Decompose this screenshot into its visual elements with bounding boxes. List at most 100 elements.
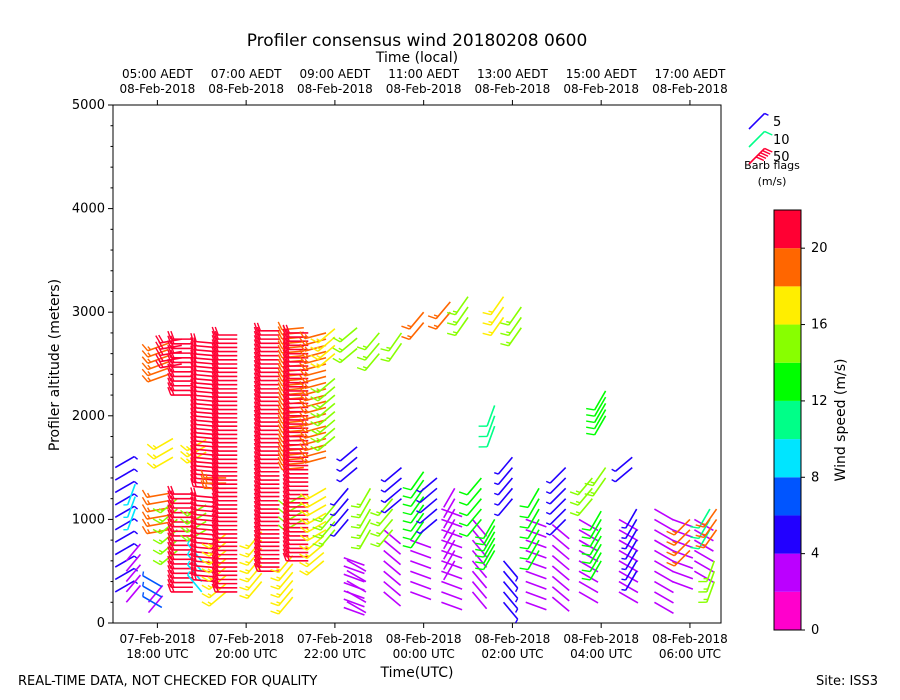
wind-barb-feather-0 xyxy=(180,534,188,542)
wind-barb-feather-0 xyxy=(253,384,259,394)
wind-barb-feather-1 xyxy=(305,536,311,540)
wind-barb xyxy=(586,390,607,411)
wind-barb xyxy=(441,591,463,601)
top-tick-label-date: 08-Feb-2018 xyxy=(208,82,284,96)
wind-barb-feather-0 xyxy=(190,337,194,346)
wind-barb xyxy=(310,377,336,394)
wind-barb xyxy=(312,504,336,523)
wind-barb-staff xyxy=(114,468,135,481)
wind-barb-feather-1 xyxy=(147,370,152,376)
wind-barb-feather-0 xyxy=(402,544,412,549)
y-axis-label: Profiler altitude (meters) xyxy=(47,279,63,451)
wind-barb-feather-0 xyxy=(299,430,306,439)
x-tick-label-date: 08-Feb-2018 xyxy=(475,632,551,646)
top-tick-label-time: 05:00 AEDT xyxy=(122,67,193,81)
wind-barb-staff xyxy=(193,406,216,411)
wind-barb-staff xyxy=(304,456,327,464)
wind-barb-feather-1 xyxy=(672,551,677,555)
wind-barb-feather-0 xyxy=(458,522,468,527)
wind-barb-feather-1 xyxy=(376,521,381,525)
wind-barb-staff xyxy=(466,518,482,537)
wind-barb-feather-1 xyxy=(304,377,309,382)
wind-barb-feather-1 xyxy=(304,414,309,420)
wind-barb-staff xyxy=(654,560,674,573)
wind-barb-staff xyxy=(578,570,599,583)
wind-barb-feather-0 xyxy=(380,348,390,352)
wind-barb-feather-0 xyxy=(299,570,308,576)
wind-barb-staff xyxy=(364,353,380,372)
wind-barb-feather-0 xyxy=(211,364,216,373)
colorbar-bin xyxy=(774,286,801,325)
wind-barb-feather-0 xyxy=(211,525,216,535)
wind-barb-staff xyxy=(624,519,638,539)
wind-barb-feather-0 xyxy=(141,343,149,352)
wind-barb-staff xyxy=(193,390,216,394)
wind-barb-staff xyxy=(317,336,336,352)
wind-barb-staff xyxy=(525,601,547,611)
wind-barb xyxy=(698,560,716,583)
wind-barb-staff xyxy=(551,544,570,561)
wind-barb xyxy=(125,543,142,562)
wind-barb-feather-0 xyxy=(190,496,194,506)
wind-barb-staff xyxy=(153,456,174,469)
wind-barb-feather-1 xyxy=(376,511,381,514)
wind-barb xyxy=(502,570,519,593)
wind-barb-feather-0 xyxy=(336,479,341,483)
wind-barb-staff xyxy=(383,570,402,586)
wind-barb xyxy=(410,549,432,559)
wind-barb-staff xyxy=(306,487,327,501)
wind-barb-staff xyxy=(304,344,327,352)
wind-barb-feather-0 xyxy=(253,322,259,332)
wind-barb-feather-0 xyxy=(190,382,194,392)
wind-barb-feather-0 xyxy=(310,396,319,402)
wind-barb-staff xyxy=(193,344,216,349)
wind-barb xyxy=(346,559,367,572)
wind-barb xyxy=(270,563,294,582)
wind-barb-staff xyxy=(441,580,463,590)
wind-barb xyxy=(519,508,540,529)
wind-barb-staff xyxy=(384,466,402,483)
wind-barb-feather-0 xyxy=(141,356,149,364)
wind-barb-staff xyxy=(306,529,327,542)
wind-barb-feather-0 xyxy=(190,415,194,425)
wind-barb xyxy=(299,399,327,408)
wind-barb-staff xyxy=(551,555,570,571)
wind-barb-feather-0 xyxy=(190,424,194,433)
wind-barb-feather-1 xyxy=(376,542,381,545)
wind-barb-staff xyxy=(410,591,432,601)
wind-barb-staff xyxy=(508,327,522,347)
wind-barb-feather-0 xyxy=(299,455,306,464)
wind-barb-feather-0 xyxy=(282,341,287,350)
wind-barb-staff xyxy=(193,444,216,448)
x-tick-label-time: 06:00 UTC xyxy=(659,647,721,661)
wind-barb xyxy=(410,570,432,580)
wind-barb-feather-0 xyxy=(167,518,172,527)
wind-barb-feather-1 xyxy=(305,527,311,532)
wind-barb-staff xyxy=(114,455,135,469)
wind-barb-staff xyxy=(339,327,358,343)
wind-barb-feather-0 xyxy=(201,568,210,574)
wind-barb-feather-0 xyxy=(277,461,283,470)
wind-barb-feather-0 xyxy=(190,440,194,450)
wind-barb-feather-0 xyxy=(211,438,216,448)
wind-barb xyxy=(299,449,327,458)
wind-barb-feather-0 xyxy=(211,475,216,485)
wind-barb-feather-0 xyxy=(494,482,499,486)
wind-barb-feather-0 xyxy=(586,414,595,417)
wind-barb-feather-0 xyxy=(514,618,519,623)
colorbar-bin xyxy=(774,439,801,478)
wind-barb-feather-1 xyxy=(305,502,311,507)
x-tick-label-time: 00:00 UTC xyxy=(393,647,455,661)
wind-barb-staff xyxy=(654,570,674,583)
wind-barb xyxy=(277,493,305,507)
wind-barb-feather-0 xyxy=(253,351,259,361)
wind-barb-feather-0 xyxy=(282,337,287,346)
wind-barb-staff xyxy=(471,570,488,589)
wind-barb-feather-0 xyxy=(253,409,259,419)
legend-barb-feather-0 xyxy=(764,147,773,153)
wind-barb-staff xyxy=(343,556,365,567)
wind-barb-staff xyxy=(333,498,349,517)
wind-barb-staff xyxy=(388,342,403,362)
wind-barb-feather-0 xyxy=(211,459,216,468)
wind-barb xyxy=(346,580,367,593)
